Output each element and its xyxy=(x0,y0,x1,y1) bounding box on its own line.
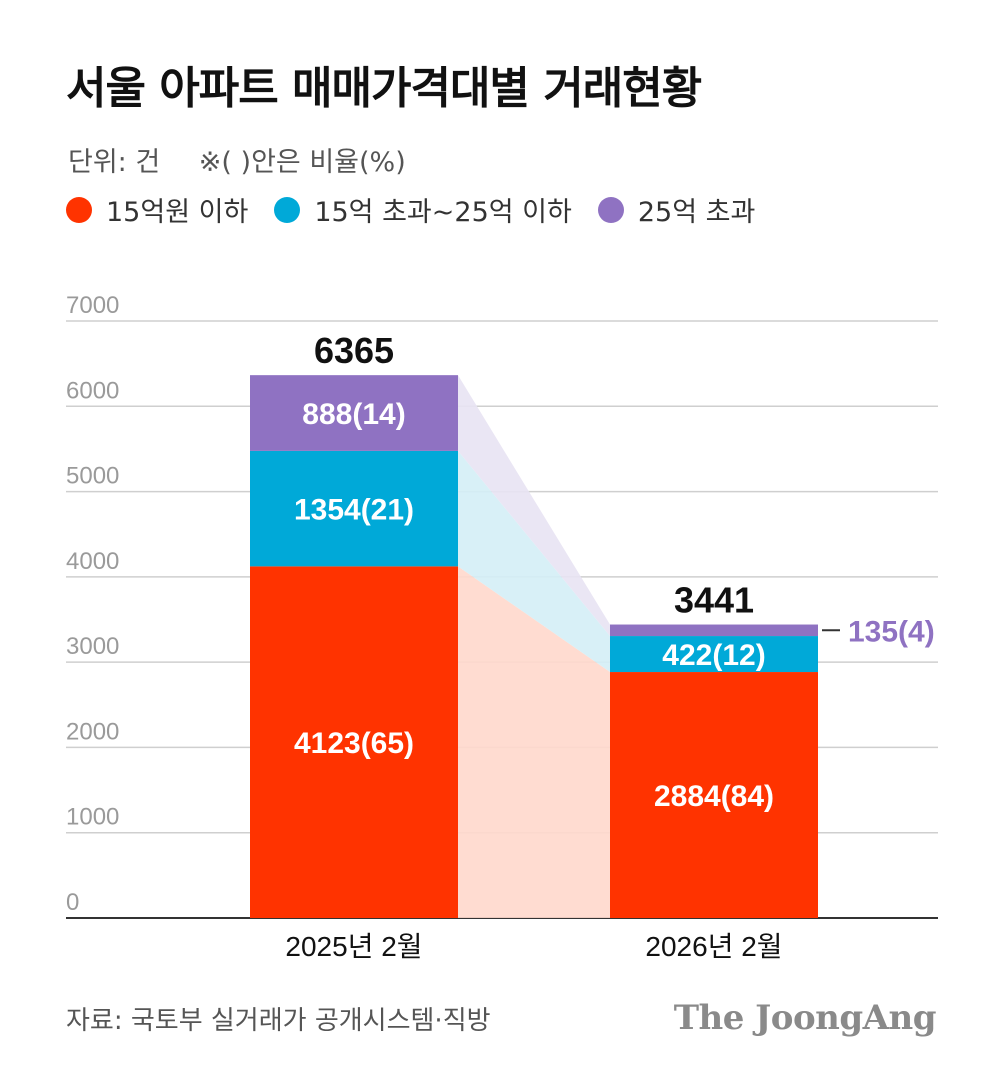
legend-label-s3: 25억 초과 xyxy=(637,197,756,228)
data-label: 2884(84) xyxy=(654,780,774,813)
legend-dot-s1 xyxy=(66,196,92,223)
y-tick-label: 5000 xyxy=(66,463,119,490)
y-tick-label: 3000 xyxy=(66,633,119,660)
connector-band xyxy=(458,450,610,673)
legend-label-s1: 15억원 이하 xyxy=(106,197,249,228)
legend-item-s3: 25억 초과 xyxy=(597,190,756,229)
bar-segment xyxy=(610,672,818,918)
brand-logo: The JoongAng xyxy=(673,998,937,1038)
legend-item-s2: 15억 초과~25억 이하 xyxy=(274,190,572,229)
data-label: 135(4) xyxy=(848,615,935,648)
x-tick-label: 2025년 2월 xyxy=(285,931,422,962)
data-label: 4123(65) xyxy=(294,727,414,760)
data-label: 888(14) xyxy=(302,398,405,431)
unit-note: 단위: 건 xyxy=(68,147,161,178)
legend-dot-s2 xyxy=(274,196,301,223)
total-label: 6365 xyxy=(314,330,394,371)
legend-dot-s3 xyxy=(597,196,624,223)
data-label: 1354(21) xyxy=(294,494,414,527)
legend: 15억원 이하 15억 초과~25억 이하 25억 초과 xyxy=(66,190,781,229)
bar-segment xyxy=(250,450,458,567)
legend-item-s1: 15억원 이하 xyxy=(66,190,248,229)
chart-title: 서울 아파트 매매가격대별 거래현황 xyxy=(66,63,702,114)
bar-segment xyxy=(250,375,458,451)
total-label: 3441 xyxy=(674,580,754,621)
bar-segment xyxy=(610,624,818,637)
ratio-note: ※( )안은 비율(%) xyxy=(198,147,406,178)
connector-band xyxy=(458,566,610,918)
unit-note-row: 단위: 건 ※( )안은 비율(%) xyxy=(68,140,436,179)
bar-segment xyxy=(610,636,818,673)
y-tick-label: 4000 xyxy=(66,548,119,575)
source-note: 자료: 국토부 실거래가 공개시스템·직방 xyxy=(66,1006,491,1036)
y-tick-label: 6000 xyxy=(66,377,119,404)
y-tick-label: 1000 xyxy=(66,804,119,831)
data-label: 422(12) xyxy=(662,639,765,672)
bar-segment xyxy=(250,566,458,918)
y-tick-label: 0 xyxy=(66,889,79,916)
y-tick-label: 7000 xyxy=(66,292,119,319)
y-tick-label: 2000 xyxy=(66,718,119,745)
legend-label-s2: 15억 초과~25억 이하 xyxy=(314,197,572,228)
connector-band xyxy=(458,375,610,637)
x-tick-label: 2026년 2월 xyxy=(645,931,782,962)
